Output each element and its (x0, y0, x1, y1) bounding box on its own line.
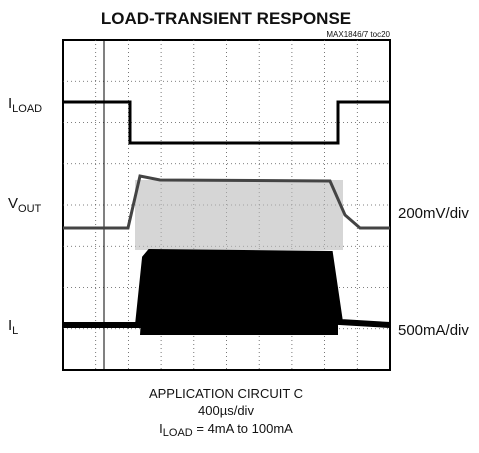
label-part: OUT (18, 203, 42, 215)
label-part: L (12, 325, 18, 337)
trace-label: VOUT (8, 195, 42, 215)
caption-line: APPLICATION CIRCUIT C (149, 386, 303, 401)
trace-scale: 500mA/div (398, 322, 469, 339)
trace-label: ILOAD (8, 95, 42, 115)
label-part: LOAD (163, 427, 193, 439)
trace-label: IL (8, 317, 18, 337)
trace-scale: 200mV/div (398, 205, 469, 222)
label-part: LOAD (12, 103, 42, 115)
label-part: V (8, 195, 18, 212)
title: LOAD-TRANSIENT RESPONSE (101, 9, 351, 28)
label-part: = 4mA to 100mA (193, 421, 293, 436)
figure-note: MAX1846/7 toc20 (326, 30, 390, 39)
caption-line: 400µs/div (198, 403, 254, 418)
caption-line: ILOAD = 4mA to 100mA (159, 421, 293, 439)
scope-screen (63, 40, 390, 370)
scope-figure: LOAD-TRANSIENT RESPONSE MAX1846/7 toc20 … (0, 0, 479, 453)
